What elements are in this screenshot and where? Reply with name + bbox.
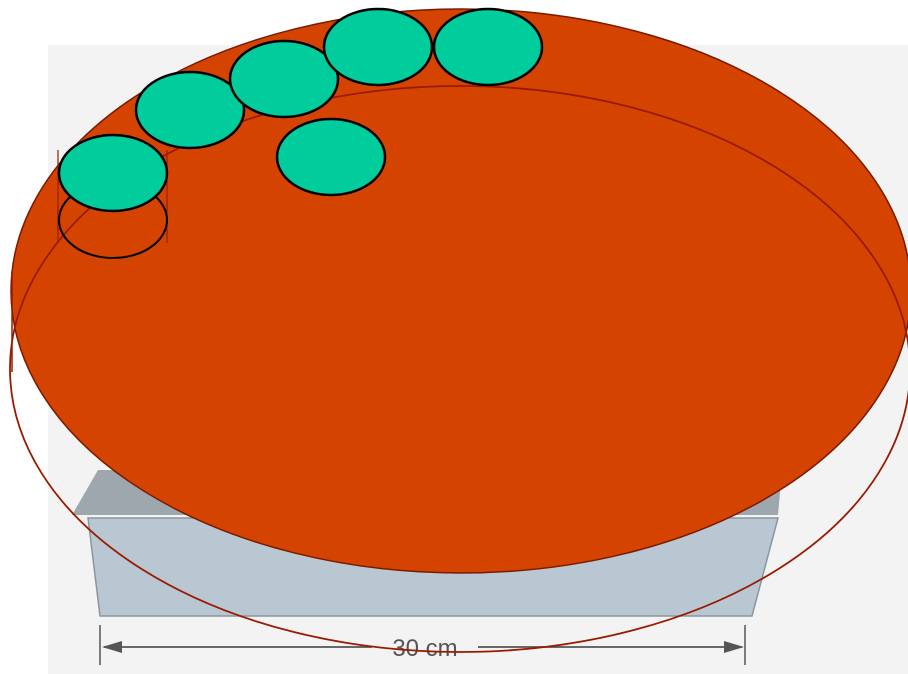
coin — [432, 7, 544, 87]
coin — [228, 39, 340, 119]
disc-top — [10, 8, 908, 574]
coin — [275, 117, 387, 197]
dimension-label: 30 cm — [392, 635, 457, 662]
label-background — [372, 634, 478, 660]
coin — [134, 70, 246, 150]
disc-outline — [9, 85, 908, 653]
coin — [322, 7, 434, 87]
arrow-head — [102, 641, 122, 653]
coin — [57, 133, 169, 213]
arrow-head — [724, 641, 744, 653]
